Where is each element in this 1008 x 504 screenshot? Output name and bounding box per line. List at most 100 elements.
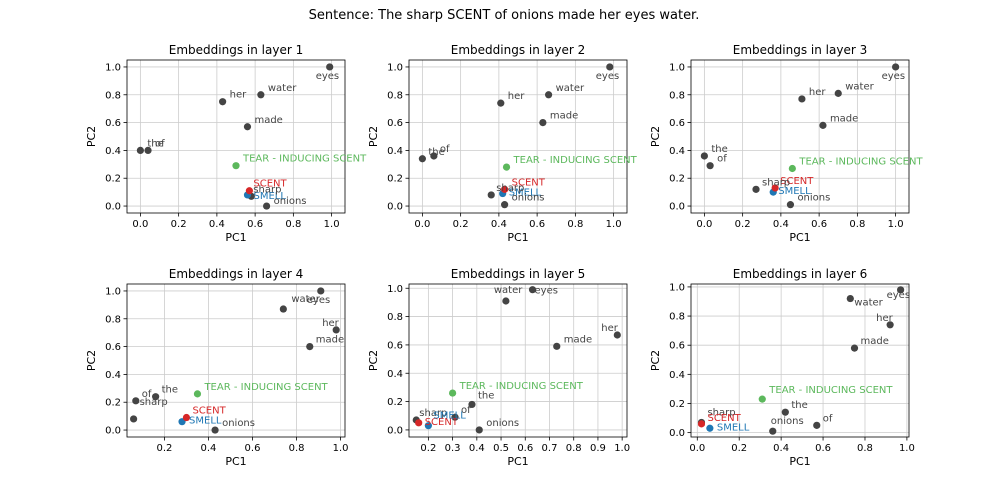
point-onions [786,201,795,209]
subplot-title: Embeddings in layer 1 [169,43,303,57]
point-label-of: of [155,138,165,149]
point-label-onions: onions [797,193,830,204]
axes-frame [408,59,628,214]
point-label-the: the [478,390,494,401]
subplot-title: Embeddings in layer 5 [451,267,585,281]
x-tick-label: 0.7 [542,443,558,454]
x-tick-label: 0.4 [209,219,225,230]
point-onions [262,202,271,210]
subplot-layer-4: Embeddings in layer 4 0.2 0.4 0.6 0.8 1.0 0.0 0… [85,267,349,468]
point-the [468,400,476,409]
axes-frame [126,59,346,214]
x-axis-label: PC1 [225,231,246,244]
point-made [819,121,827,129]
point-label-her: her [876,313,893,324]
point-eyes [892,63,900,71]
x-tick-label: 0.6 [245,443,261,454]
y-axis-label: PC2 [649,350,662,371]
point-water [846,294,854,303]
x-tick-label: 0.4 [773,443,789,454]
y-tick-label: 0.6 [105,342,121,353]
point-label-her: her [322,318,339,329]
x-tick-label: 0.2 [156,443,172,454]
y-tick-label: 0.4 [105,146,121,157]
x-axis-label: PC1 [225,455,246,468]
x-tick-label: 1.0 [899,443,915,454]
point-label-made: made [254,115,282,126]
point-label-water: water [556,83,585,94]
point-label-made: made [830,113,858,124]
point-label-eyes: eyes [307,295,330,306]
y-tick-label: 1.0 [105,62,121,73]
x-tick-label: 0.0 [696,219,712,230]
x-tick-label: 0.0 [132,219,148,230]
point-label-sharp: sharp [253,184,281,195]
point-tear-inducing-scent [758,395,766,403]
y-tick-label: 0.6 [669,341,685,352]
x-tick-label: 0.2 [171,219,187,230]
point-smell [706,424,714,432]
y-tick-label: 0.2 [105,398,121,409]
point-sharp [752,185,760,193]
point-label-of: of [717,154,727,165]
y-tick-label: 0.4 [387,146,403,157]
point-tear-inducing-scent [193,390,202,398]
point-of [813,421,821,429]
x-tick-label: 1.0 [888,219,904,230]
y-tick-label: 0.8 [669,312,685,323]
point-label-her: her [230,90,247,101]
point-label-tear-inducing-scent: TEAR - INDUCING SCENT [768,385,893,396]
y-tick-label: 0.0 [387,425,403,436]
point-smell [424,422,432,430]
x-tick-label: 0.8 [567,219,583,230]
point-scent [501,185,509,193]
x-tick-label: 0.8 [289,443,305,454]
x-tick-label: 0.8 [849,219,865,230]
point-label-tear-inducing-scent: TEAR - INDUCING SCENT [513,155,638,166]
point-label-scent: SCENT [425,417,459,428]
point-label-sharp: sharp [762,177,790,188]
y-tick-label: 1.0 [669,282,685,293]
point-scent [697,420,706,428]
point-tear-inducing-scent [788,164,796,173]
point-label-onions: onions [222,418,255,429]
y-tick-label: 0.4 [105,370,121,381]
point-onions [769,427,777,435]
point-the [418,155,426,163]
x-tick-label: 0.2 [453,219,469,230]
point-label-eyes: eyes [887,290,910,301]
point-water [502,297,510,305]
point-label-tear-inducing-scent: TEAR - INDUCING SCENT [798,156,923,167]
y-tick-label: 0.2 [669,399,685,410]
y-tick-label: 0.8 [387,312,403,323]
point-made [539,118,547,127]
y-tick-label: 1.0 [105,286,121,297]
y-tick-label: 0.8 [387,90,403,101]
point-label-her: her [601,323,618,334]
x-tick-label: 0.6 [529,219,545,230]
axes-frame [690,59,910,214]
point-label-tear-inducing-scent: TEAR - INDUCING SCENT [242,154,367,165]
subplot-title: Embeddings in layer 6 [733,267,867,281]
y-tick-label: 0.4 [387,369,403,380]
point-label-scent: SCENT [512,177,546,188]
point-the [700,152,708,160]
y-tick-label: 0.8 [669,90,685,101]
y-tick-label: 0.8 [105,90,121,101]
point-made [243,123,252,131]
point-label-eyes: eyes [535,286,558,297]
point-of [144,146,152,155]
point-eyes [606,63,614,71]
y-axis-label: PC2 [85,350,98,371]
y-axis-label: PC2 [367,350,380,371]
y-axis-label: PC2 [85,126,98,147]
point-label-of: of [142,389,152,400]
y-tick-label: 0.4 [669,370,685,381]
x-tick-label: 0.6 [247,219,263,230]
point-of [430,152,438,160]
x-tick-label: 0.8 [857,443,873,454]
x-axis-label: PC1 [507,231,528,244]
point-label-sharp: sharp [419,408,447,419]
point-label-the: the [162,385,178,396]
